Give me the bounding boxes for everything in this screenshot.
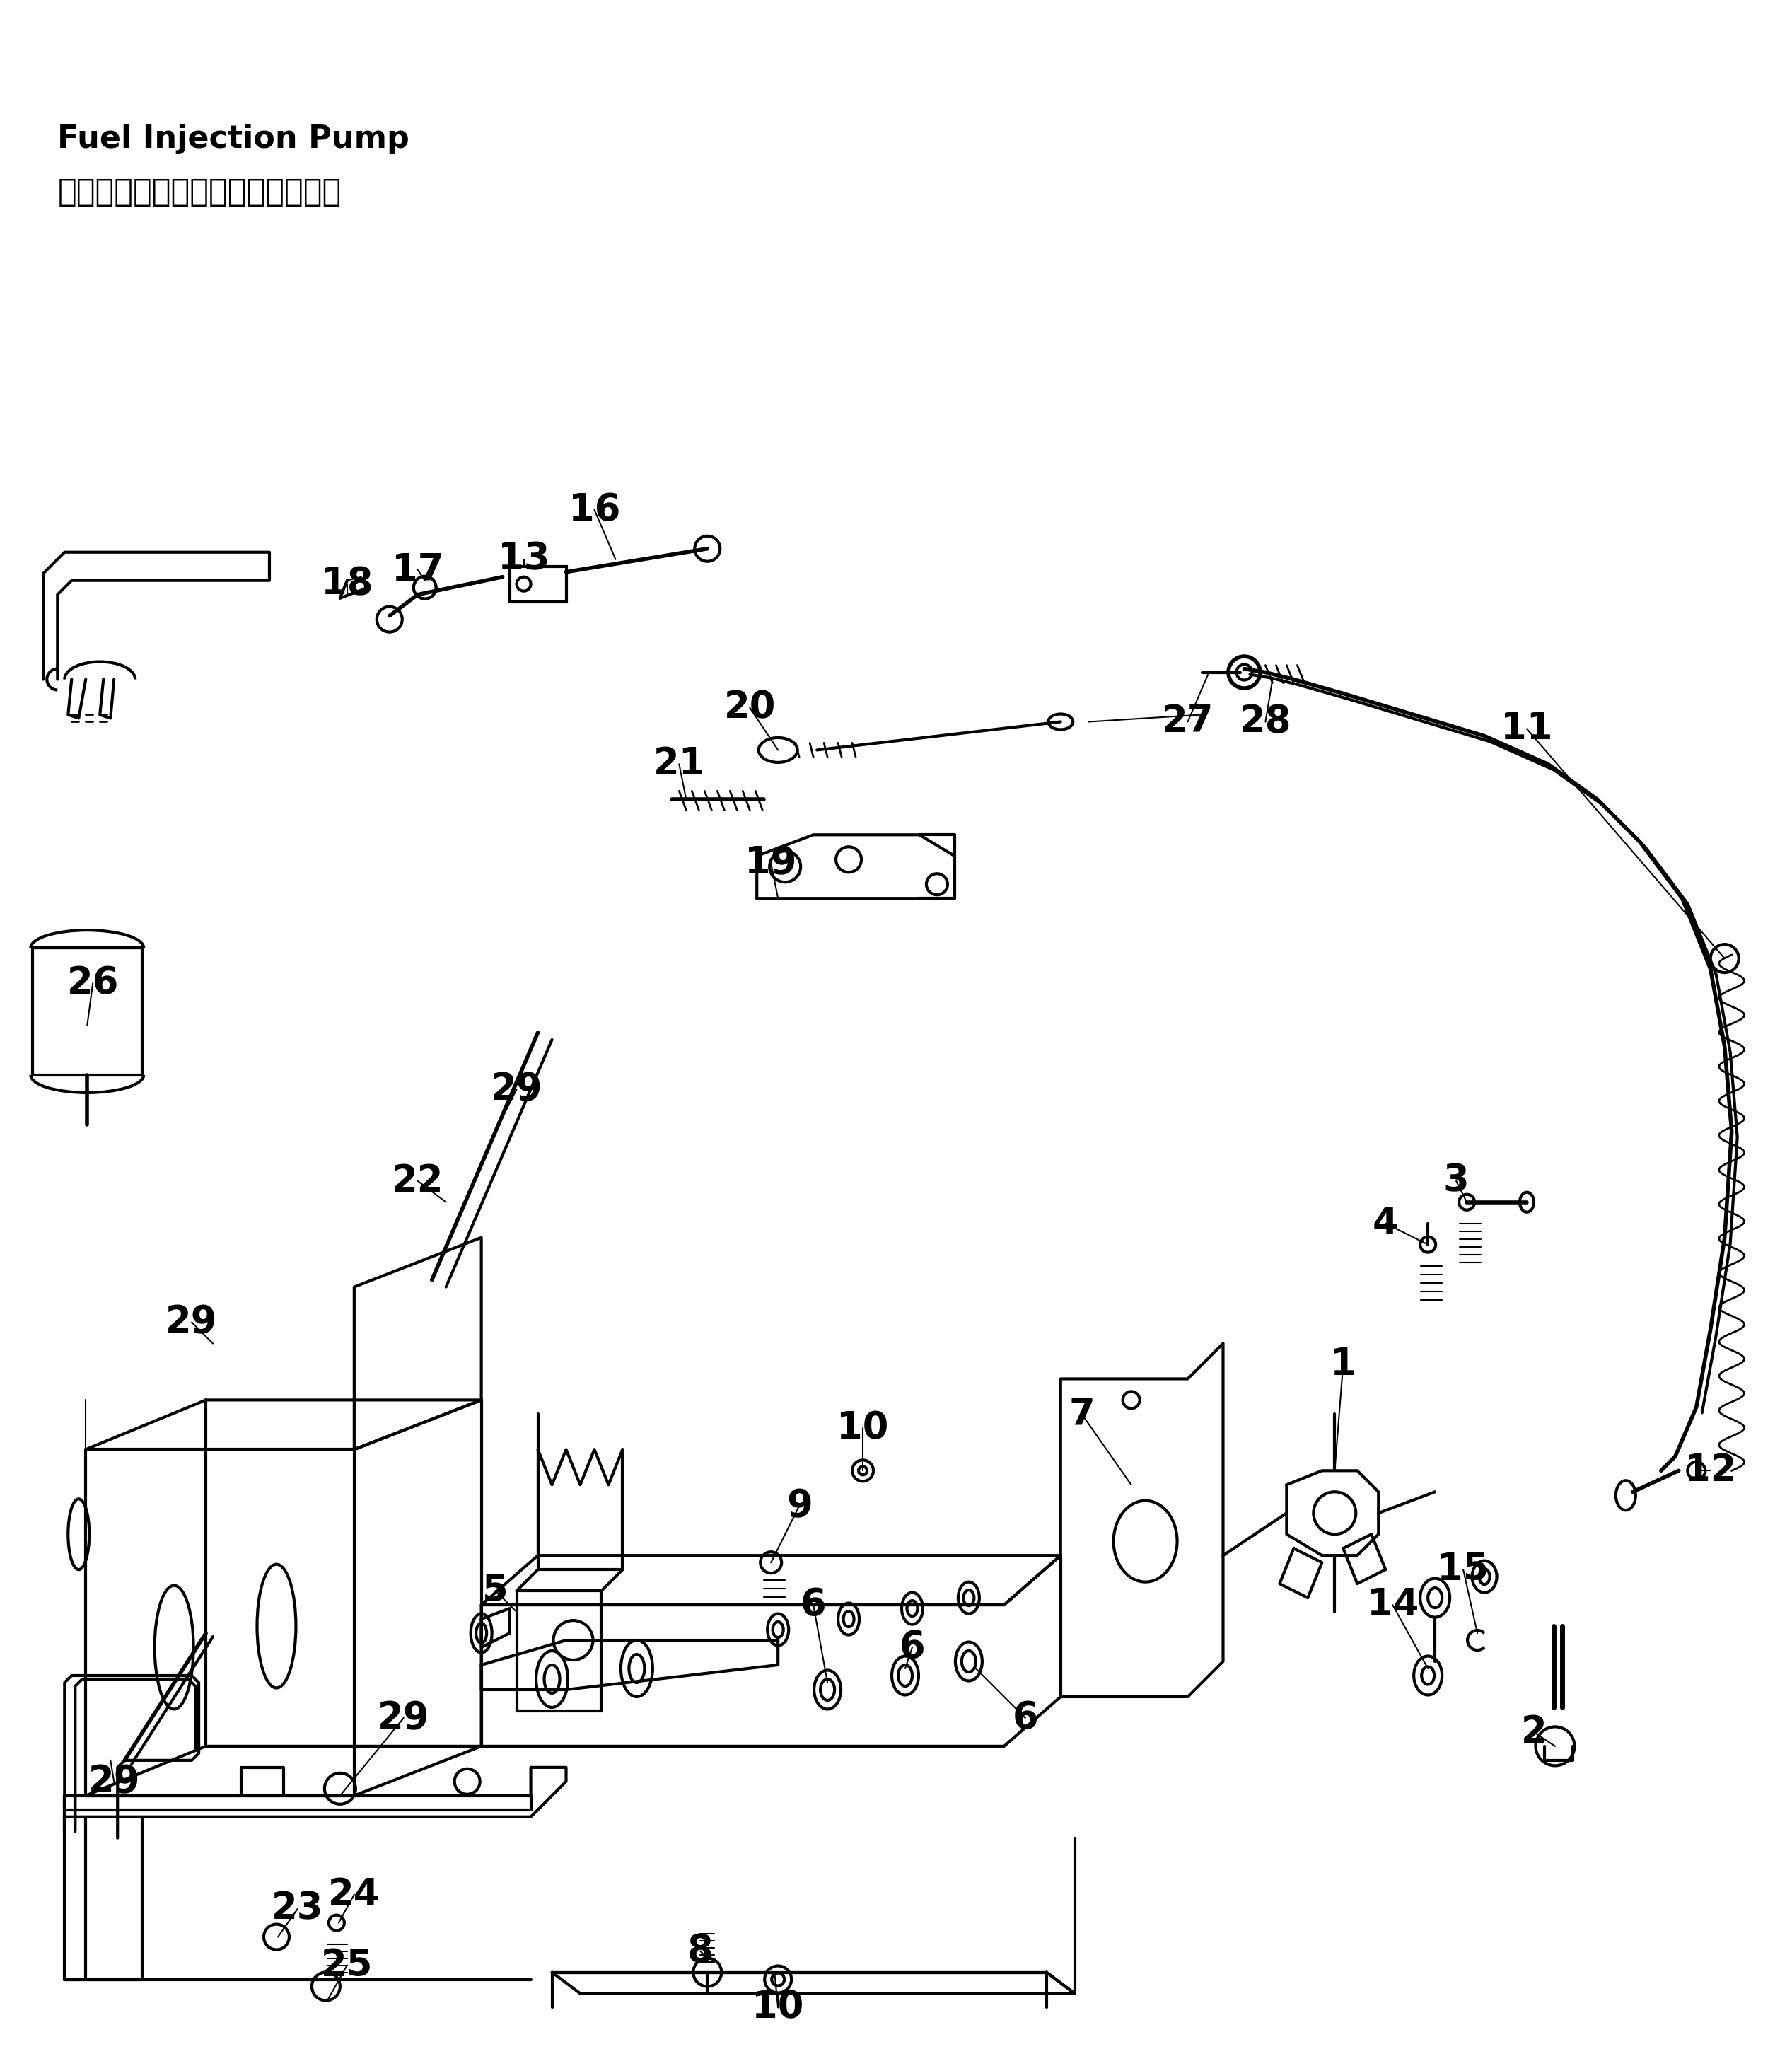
Text: 12: 12	[1684, 1453, 1736, 1490]
Text: 13: 13	[498, 541, 550, 578]
Text: 29: 29	[491, 1072, 543, 1109]
Text: 9: 9	[787, 1488, 812, 1524]
Text: Fuel Injection Pump: Fuel Injection Pump	[57, 123, 410, 154]
Text: 27: 27	[1161, 703, 1213, 740]
Text: 25: 25	[321, 1947, 373, 1983]
Text: 21: 21	[652, 746, 704, 783]
Text: 23: 23	[272, 1891, 324, 1926]
Text: 7: 7	[1068, 1395, 1095, 1432]
Text: 29: 29	[378, 1699, 430, 1736]
Bar	[516, 1590, 602, 1711]
Text: 29: 29	[88, 1762, 140, 1799]
Text: 18: 18	[321, 566, 373, 602]
Text: 22: 22	[392, 1162, 444, 1199]
Text: 24: 24	[328, 1877, 380, 1914]
Text: 2: 2	[1521, 1713, 1546, 1750]
Text: 10: 10	[753, 1990, 805, 2026]
Text: 4: 4	[1373, 1205, 1398, 1242]
Text: フェエルインジェクションポンプ: フェエルインジェクションポンプ	[57, 176, 340, 207]
Text: 6: 6	[900, 1629, 925, 1666]
Text: 16: 16	[568, 492, 620, 529]
Text: 5: 5	[482, 1572, 509, 1608]
Text: 20: 20	[724, 688, 776, 725]
Text: 1: 1	[1330, 1346, 1357, 1383]
Text: 3: 3	[1443, 1162, 1469, 1199]
Text: 8: 8	[688, 1932, 713, 1969]
Text: 6: 6	[801, 1586, 826, 1623]
Text: 26: 26	[66, 965, 118, 1002]
Text: 17: 17	[392, 551, 444, 588]
Text: 15: 15	[1437, 1551, 1489, 1588]
Text: 6: 6	[1012, 1699, 1038, 1736]
Text: 28: 28	[1240, 703, 1292, 740]
Text: 29: 29	[165, 1303, 217, 1340]
Text: 19: 19	[745, 844, 797, 881]
Text: 10: 10	[837, 1410, 889, 1447]
Bar	[509, 566, 566, 602]
Text: 11: 11	[1502, 711, 1554, 748]
Text: 14: 14	[1367, 1586, 1419, 1623]
